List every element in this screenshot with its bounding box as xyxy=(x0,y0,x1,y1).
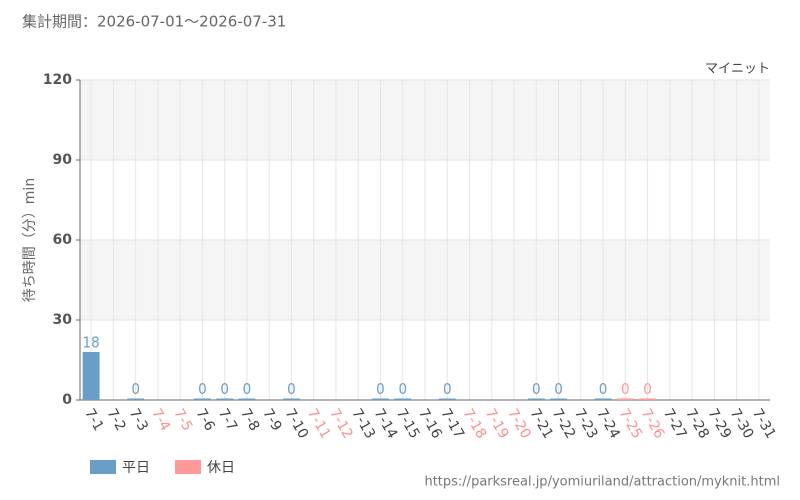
data-label: 0 xyxy=(287,380,296,398)
x-tick-label: 7-6 xyxy=(192,406,217,434)
bar xyxy=(639,398,657,400)
y-tick-label: 60 xyxy=(53,232,73,248)
legend-label: 平日 xyxy=(122,460,150,476)
x-tick-label: 7-9 xyxy=(259,406,284,434)
bar xyxy=(282,398,300,400)
bar xyxy=(594,398,612,400)
x-tick-label: 7-31 xyxy=(749,406,779,442)
chart-subtitle: マイニット xyxy=(705,62,770,77)
y-tick-label: 120 xyxy=(43,72,72,88)
x-tick-label: 7-4 xyxy=(148,406,173,434)
data-label: 0 xyxy=(643,380,652,398)
data-label: 0 xyxy=(398,380,407,398)
x-tick-label: 7-8 xyxy=(237,406,262,434)
bar xyxy=(394,398,412,400)
x-tick-label: 7-5 xyxy=(170,406,195,434)
chart-title: 集計期間：2026-07-01～2026-07-31 xyxy=(22,13,286,31)
bar xyxy=(372,398,389,400)
bar xyxy=(193,398,211,400)
bar xyxy=(550,398,568,400)
bar xyxy=(127,398,145,400)
bar xyxy=(616,398,634,400)
y-tick-label: 0 xyxy=(62,392,72,408)
x-tick-label: 7-1 xyxy=(81,406,106,434)
data-label: 0 xyxy=(443,380,452,398)
bar xyxy=(82,352,100,400)
x-tick-label: 7-3 xyxy=(126,406,151,434)
bar xyxy=(238,398,256,400)
x-tick-label: 7-7 xyxy=(215,406,240,434)
legend-label: 休日 xyxy=(207,460,235,476)
data-label: 0 xyxy=(599,380,608,398)
data-label: 0 xyxy=(220,380,229,398)
y-tick-label: 90 xyxy=(53,152,73,168)
data-label: 0 xyxy=(554,380,563,398)
data-label: 0 xyxy=(532,380,541,398)
legend-swatch xyxy=(175,460,201,474)
y-tick-label: 30 xyxy=(53,312,73,328)
source: https://parksreal.jp/yomiuriland/attract… xyxy=(424,475,780,490)
data-label: 0 xyxy=(243,380,252,398)
bar xyxy=(527,398,545,400)
y-axis-title: 待ち時間（分）min xyxy=(22,178,38,302)
bar xyxy=(438,398,456,400)
bar xyxy=(216,398,234,400)
data-label: 0 xyxy=(621,380,630,398)
x-tick-label: 7-2 xyxy=(103,406,128,434)
data-label: 0 xyxy=(376,380,385,398)
data-label: 0 xyxy=(198,380,207,398)
data-label: 0 xyxy=(131,380,140,398)
data-label: 18 xyxy=(83,334,100,352)
legend-swatch xyxy=(90,460,116,474)
